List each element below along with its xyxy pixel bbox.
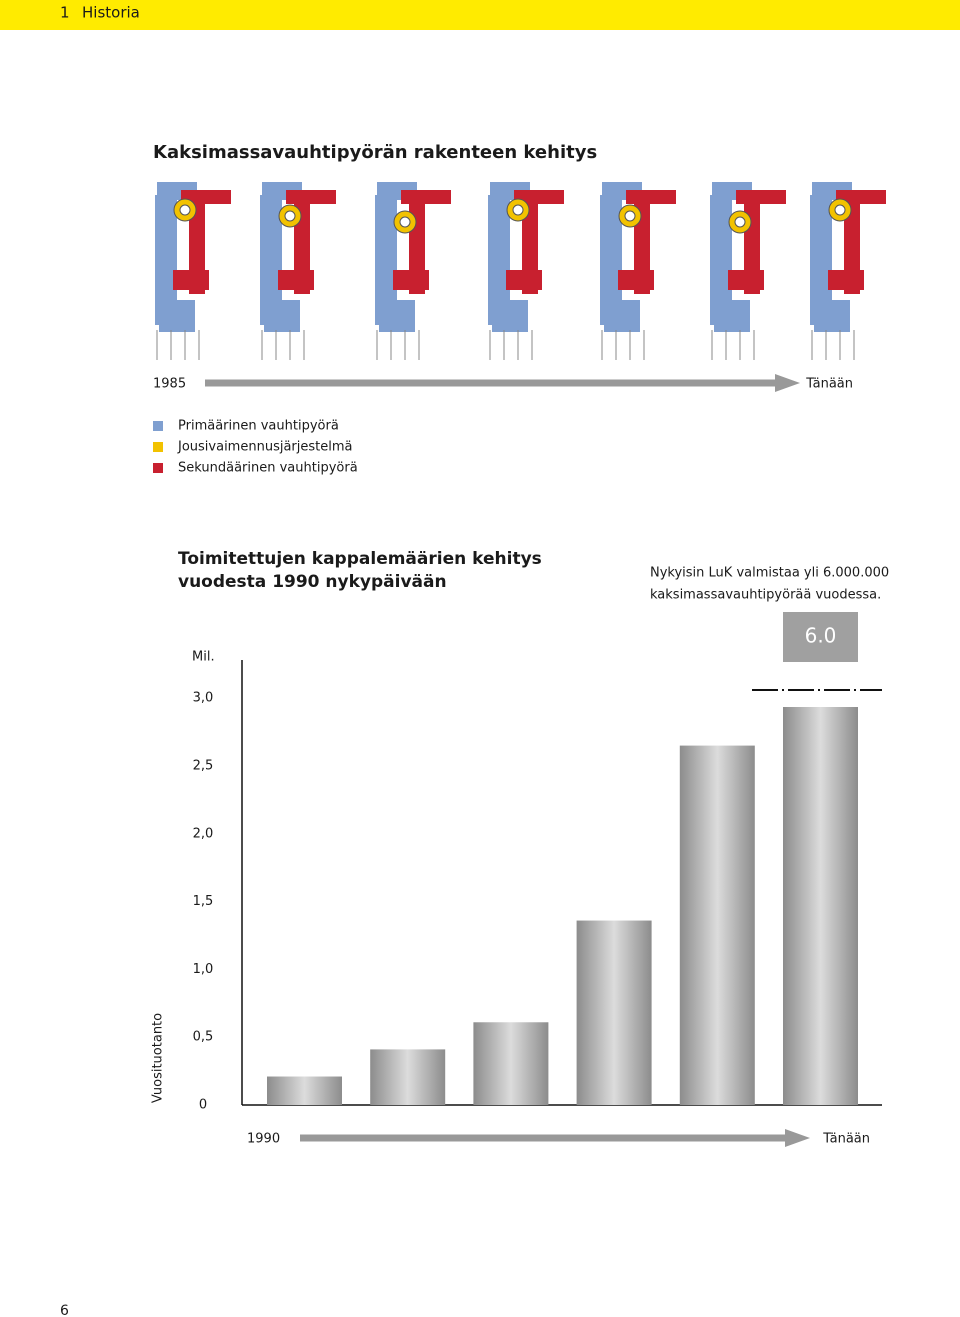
legend-swatch: [153, 442, 163, 452]
arrow-head: [775, 374, 800, 392]
primary-part: [159, 300, 195, 332]
spring-core: [734, 216, 746, 228]
x-start-label: 1990: [247, 1132, 280, 1147]
secondary-part: [736, 190, 786, 204]
primary-part: [814, 300, 850, 332]
bar: [267, 1076, 342, 1105]
primary-part: [260, 195, 282, 325]
y-tick-label: 1,5: [193, 894, 214, 909]
primary-part: [488, 195, 510, 325]
bar: [473, 1022, 549, 1105]
y-tick-label: 0: [199, 1098, 207, 1113]
y-tick-label: 2,5: [193, 758, 214, 773]
secondary-part: [278, 270, 314, 290]
timeline-start: 1985: [153, 377, 186, 392]
spring-core: [284, 210, 296, 222]
chart-title: vuodesta 1990 nykypäivään: [178, 572, 447, 592]
y-tick-label: 0,5: [193, 1030, 214, 1045]
secondary-part: [401, 190, 451, 204]
secondary-part: [286, 190, 336, 204]
bar: [783, 707, 858, 1105]
legend-label: Primäärinen vauhtipyörä: [178, 419, 339, 434]
primary-part: [600, 195, 622, 325]
value-label: 6.0: [805, 624, 837, 648]
cross-sections: [155, 182, 886, 360]
legend-label: Sekundäärinen vauhtipyörä: [178, 461, 358, 476]
secondary-part: [393, 270, 429, 290]
bar: [370, 1049, 446, 1105]
primary-part: [710, 195, 732, 325]
bar: [576, 920, 652, 1105]
primary-part: [604, 300, 640, 332]
legend-label: Jousivaimennusjärjestelmä: [177, 440, 352, 455]
header-title: Historia: [82, 4, 140, 22]
secondary-part: [173, 270, 209, 290]
y-axis-label: Vuosituotanto: [151, 1013, 166, 1103]
legend: Primäärinen vauhtipyörä Jousivaimennusjär…: [153, 419, 358, 476]
spring-core: [512, 204, 524, 216]
secondary-part: [181, 190, 231, 204]
legend-swatch: [153, 421, 163, 431]
value-label-box: [783, 612, 858, 662]
legend-swatch: [153, 463, 163, 473]
spring-core: [834, 204, 846, 216]
primary-part: [379, 300, 415, 332]
primary-part: [375, 195, 397, 325]
primary-part: [714, 300, 750, 332]
header-bar: [0, 0, 960, 30]
header-number: 1: [60, 4, 70, 22]
y-tick-label: 1,0: [193, 962, 214, 977]
primary-part: [155, 195, 177, 325]
secondary-part: [506, 270, 542, 290]
chart-title: Toimitettujen kappalemäärien kehitys: [178, 549, 542, 569]
secondary-part: [626, 190, 676, 204]
chart-note: kaksimassavauhtipyörää vuodessa.: [650, 588, 881, 603]
y-unit: Mil.: [192, 650, 215, 665]
secondary-part: [836, 190, 886, 204]
primary-part: [810, 195, 832, 325]
section-title: Kaksimassavauhtipyörän rakenteen kehitys: [153, 142, 597, 163]
spring-core: [179, 204, 191, 216]
x-end-label: Tänään: [822, 1132, 870, 1147]
chart-note: Nykyisin LuK valmistaa yli 6.000.000: [650, 566, 889, 581]
y-tick-label: 3,0: [193, 691, 214, 706]
secondary-part: [618, 270, 654, 290]
primary-part: [264, 300, 300, 332]
y-tick-label: 2,0: [193, 826, 214, 841]
bar: [679, 745, 755, 1105]
primary-part: [492, 300, 528, 332]
page-number: 6: [60, 1303, 69, 1317]
spring-core: [399, 216, 411, 228]
secondary-part: [728, 270, 764, 290]
secondary-part: [828, 270, 864, 290]
timeline-end: Tänään: [805, 377, 853, 392]
arrow-head: [785, 1129, 810, 1147]
spring-core: [624, 210, 636, 222]
secondary-part: [514, 190, 564, 204]
